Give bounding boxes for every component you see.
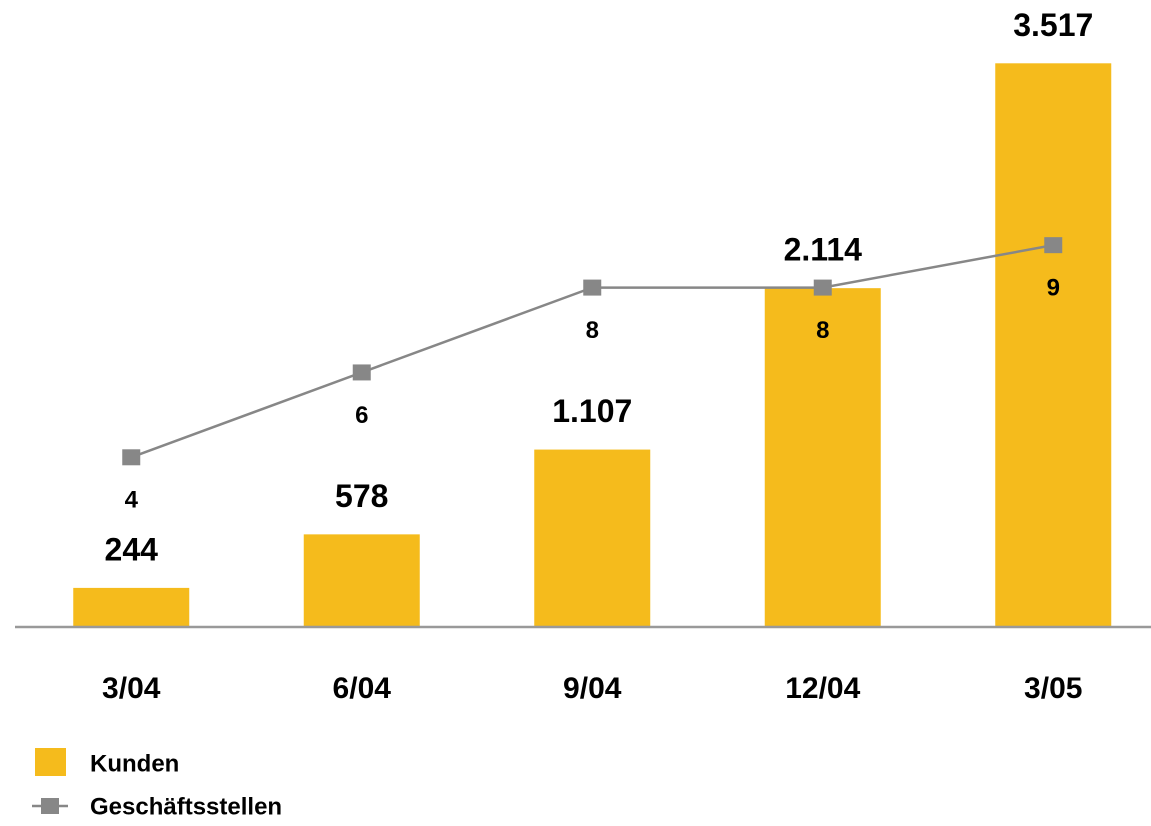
bar	[534, 449, 651, 627]
line-value-label: 8	[816, 317, 829, 344]
bar	[73, 587, 190, 627]
line-marker	[352, 364, 371, 381]
line-value-label: 4	[125, 487, 139, 514]
legend-label: Kunden	[90, 750, 179, 777]
legend-swatch	[35, 748, 66, 776]
line-marker	[813, 279, 832, 296]
line-marker	[583, 279, 602, 296]
legend-marker	[41, 798, 59, 814]
x-tick-label: 9/04	[563, 672, 622, 705]
legend-label: Geschäftsstellen	[90, 793, 282, 820]
line-value-label: 8	[586, 317, 599, 344]
x-tick-label: 6/04	[333, 672, 392, 705]
bar-value-label: 578	[335, 478, 388, 514]
x-tick-label: 3/05	[1024, 672, 1082, 705]
x-tick-label: 12/04	[785, 672, 860, 705]
bar	[303, 534, 420, 627]
line-value-label: 6	[355, 402, 368, 429]
bar-value-label: 244	[105, 531, 159, 567]
line-marker	[1044, 237, 1063, 254]
bar-value-label: 1.107	[552, 393, 632, 429]
x-tick-label: 3/04	[102, 672, 161, 705]
line-value-label: 9	[1047, 275, 1060, 302]
bar	[764, 288, 881, 627]
bar-value-label: 3.517	[1013, 7, 1093, 43]
bar-value-label: 2.114	[784, 232, 863, 268]
line-marker	[122, 449, 141, 466]
bar	[995, 63, 1112, 628]
